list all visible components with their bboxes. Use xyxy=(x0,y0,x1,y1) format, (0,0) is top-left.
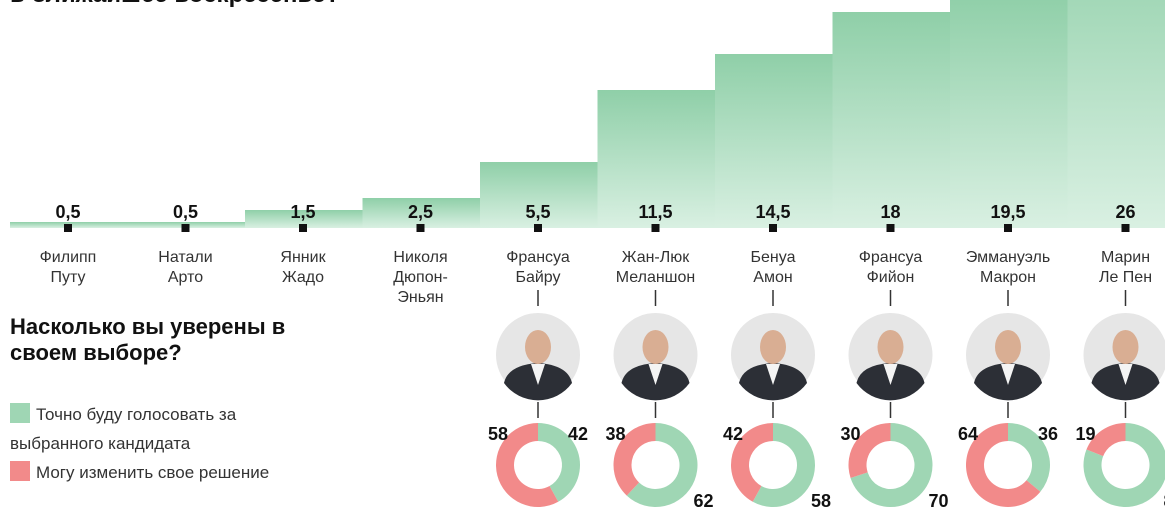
data-label: 42 xyxy=(568,424,588,444)
value-label: 0,5 xyxy=(55,202,80,222)
data-label: 42 xyxy=(723,424,743,444)
portrait-head xyxy=(642,330,669,364)
donut-segment xyxy=(495,423,559,507)
marker xyxy=(769,224,777,232)
bar xyxy=(832,12,950,228)
data-label: 58 xyxy=(488,424,508,444)
value-label: 14,5 xyxy=(755,202,790,222)
bar xyxy=(480,162,598,228)
x-tick-label: Фийон xyxy=(867,269,915,286)
bar xyxy=(950,0,1068,228)
value-label: 2,5 xyxy=(408,202,433,222)
portrait-shirt xyxy=(531,364,545,385)
section-title: Насколько вы уверены в своем выборе? xyxy=(10,314,286,365)
portrait-head xyxy=(525,330,551,364)
value-label: 18 xyxy=(880,202,900,222)
data-label: 64 xyxy=(958,424,978,444)
marker xyxy=(886,224,895,232)
donut-segment xyxy=(626,423,698,507)
x-tick-label: Бенуа xyxy=(751,249,796,266)
bar xyxy=(1067,0,1165,228)
x-tick-label: Арто xyxy=(168,269,203,286)
legend-swatch xyxy=(10,461,30,481)
donut-segment xyxy=(731,423,773,502)
portrait-shirt xyxy=(883,364,898,385)
marker xyxy=(64,224,72,232)
donut-segment xyxy=(848,423,891,478)
portrait-shirt xyxy=(1118,364,1133,385)
data-label: 36 xyxy=(1038,424,1058,444)
x-tick-label: Жан-Люк xyxy=(622,249,691,266)
portrait-head xyxy=(877,330,904,364)
x-tick-label: Николя xyxy=(393,249,447,266)
donut-segment xyxy=(1083,423,1165,507)
value-label: 5,5 xyxy=(525,202,550,222)
x-tick-label: Франсуа xyxy=(859,249,923,266)
x-tick-label: Меланшон xyxy=(616,269,696,286)
marker xyxy=(1004,224,1012,232)
donut-segment xyxy=(850,423,933,507)
x-tick-label: Путу xyxy=(50,269,85,286)
x-tick-label: Макрон xyxy=(980,269,1036,286)
x-tick-label: Жадо xyxy=(282,269,324,286)
x-tick-label: Филипп xyxy=(40,249,97,266)
legend-swatch xyxy=(10,403,30,423)
x-tick-label: Натали xyxy=(158,249,212,266)
data-label: 58 xyxy=(811,491,831,509)
x-tick-label: Байру xyxy=(515,269,560,286)
marker xyxy=(181,224,190,232)
bar xyxy=(362,198,480,228)
data-label: 81 xyxy=(1164,491,1165,509)
marker xyxy=(416,224,425,232)
bar xyxy=(597,90,715,228)
x-tick-label: Амон xyxy=(753,269,792,286)
marker xyxy=(1121,224,1130,232)
value-label: 0,5 xyxy=(173,202,198,222)
legend: Точно буду голосовать за выбранного канд… xyxy=(10,400,295,487)
marker xyxy=(299,224,307,232)
donut-segment xyxy=(966,423,1041,507)
portrait-shirt xyxy=(766,364,780,385)
portrait-shirt xyxy=(1001,364,1015,385)
value-label: 11,5 xyxy=(638,202,672,222)
x-tick-label: Дюпон- xyxy=(393,269,448,286)
portrait-head xyxy=(1112,330,1139,364)
chart-title: в ближайшее воскресенье? xyxy=(10,0,340,8)
donut-segment xyxy=(1086,423,1126,457)
x-tick-label: Марин xyxy=(1101,249,1150,266)
donut-segment xyxy=(538,423,580,502)
data-label: 19 xyxy=(1075,424,1095,444)
portrait-head xyxy=(760,330,786,364)
donut-segment xyxy=(752,423,815,507)
marker xyxy=(534,224,542,232)
bar xyxy=(245,210,363,228)
x-tick-label: Ле Пен xyxy=(1099,269,1152,286)
legend-label: Точно буду голосовать за выбранного канд… xyxy=(10,405,237,453)
data-label: 62 xyxy=(694,491,714,509)
x-tick-label: Янник xyxy=(280,249,326,266)
portrait-shirt xyxy=(648,364,663,385)
value-label: 19,5 xyxy=(990,202,1025,222)
legend-label: Могу изменить свое решение xyxy=(36,463,270,482)
bar xyxy=(715,54,833,228)
marker xyxy=(651,224,660,232)
data-label: 70 xyxy=(929,491,949,509)
x-tick-label: Эньян xyxy=(397,289,443,306)
data-label: 38 xyxy=(605,424,625,444)
donut-segment xyxy=(1008,423,1051,492)
data-label: 30 xyxy=(840,424,860,444)
value-label: 1,5 xyxy=(290,202,315,222)
x-tick-label: Франсуа xyxy=(506,249,570,266)
donut-segment xyxy=(613,423,656,496)
x-tick-label: Эммануэль xyxy=(966,249,1050,266)
value-label: 26 xyxy=(1115,202,1135,222)
portrait-head xyxy=(995,330,1021,364)
